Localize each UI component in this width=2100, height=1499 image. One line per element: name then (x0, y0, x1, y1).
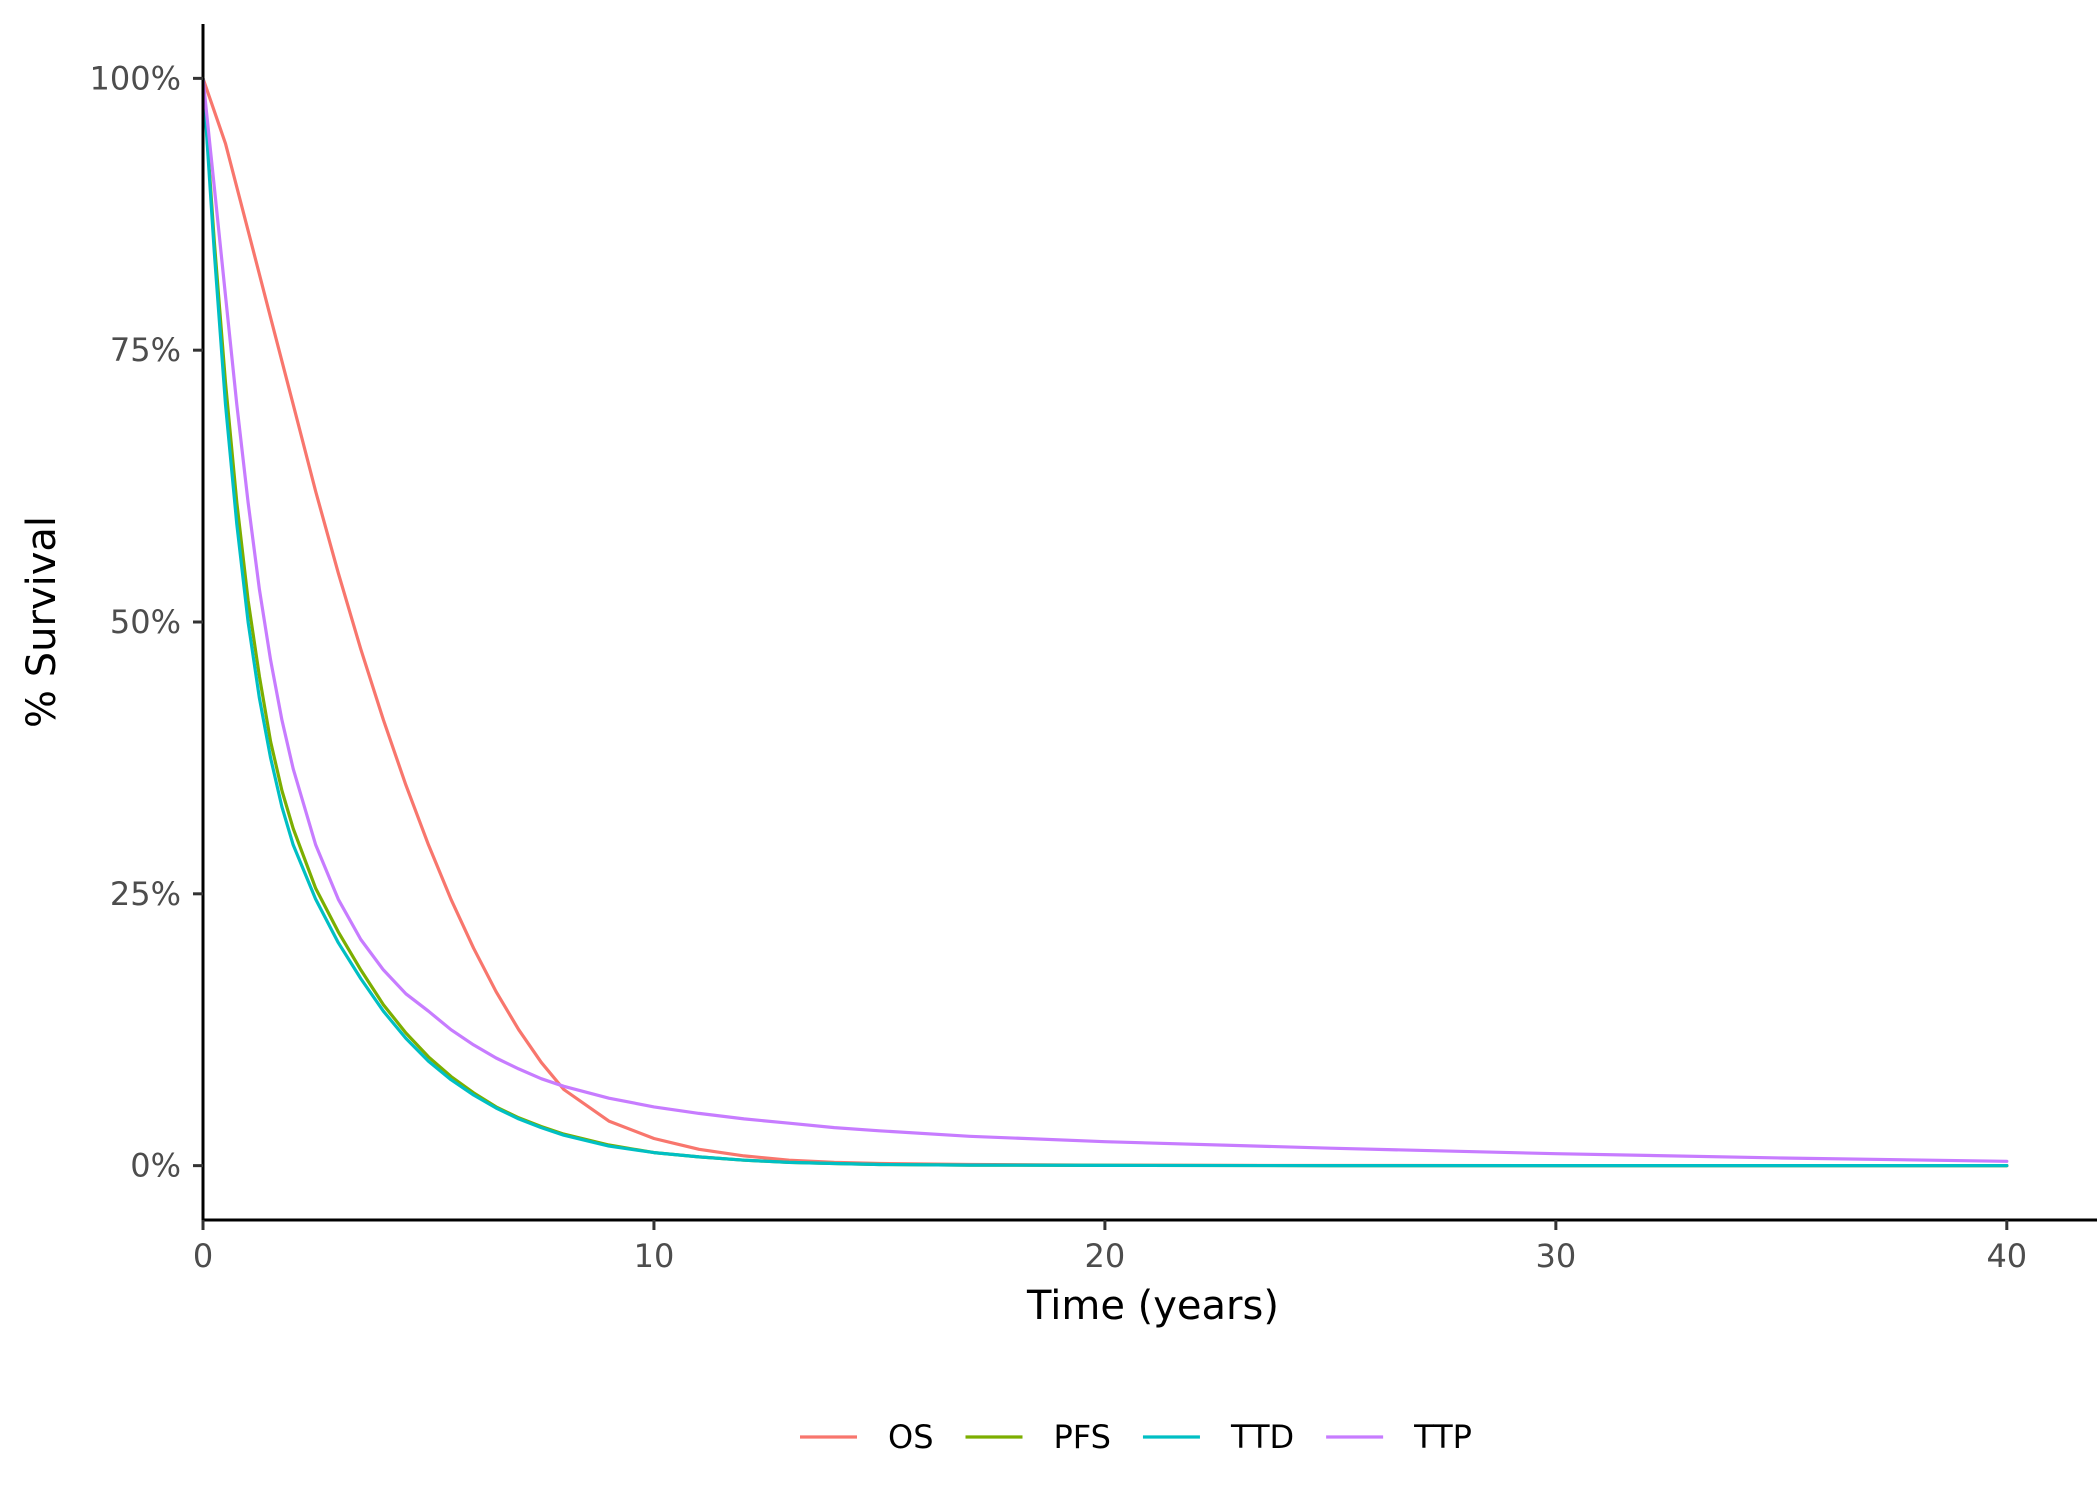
y-tick-label: 50% (110, 603, 181, 641)
x-tick-label: 40 (1986, 1237, 2027, 1275)
legend-label-os: OS (888, 1418, 934, 1456)
legend-label-ttp: TTP (1413, 1418, 1472, 1456)
x-axis-title: Time (years) (1026, 1283, 1279, 1329)
series-line-ttp (201, 76, 2009, 1163)
y-axis: 0% 25% 50% 75% 100% (90, 24, 205, 1220)
plot-area (201, 76, 2009, 1168)
x-axis: 0 10 20 30 40 (193, 1218, 2097, 1275)
series-line-ttd (201, 76, 2009, 1168)
legend: OS PFS TTD TTP (800, 1418, 1472, 1456)
x-tick-label: 20 (1085, 1237, 1126, 1275)
x-tick-label: 10 (634, 1237, 675, 1275)
y-tick-label: 75% (110, 331, 181, 369)
x-tick-label: 30 (1535, 1237, 1576, 1275)
legend-label-ttd: TTD (1230, 1418, 1294, 1456)
x-tick-label: 0 (193, 1237, 213, 1275)
series-line-os (201, 76, 2009, 1168)
y-axis-title: % Survival (19, 516, 65, 728)
y-tick-label: 0% (130, 1147, 181, 1185)
legend-label-pfs: PFS (1054, 1418, 1111, 1456)
series-line-pfs (201, 76, 2009, 1168)
y-tick-label: 100% (90, 59, 181, 97)
y-tick-label: 25% (110, 875, 181, 913)
